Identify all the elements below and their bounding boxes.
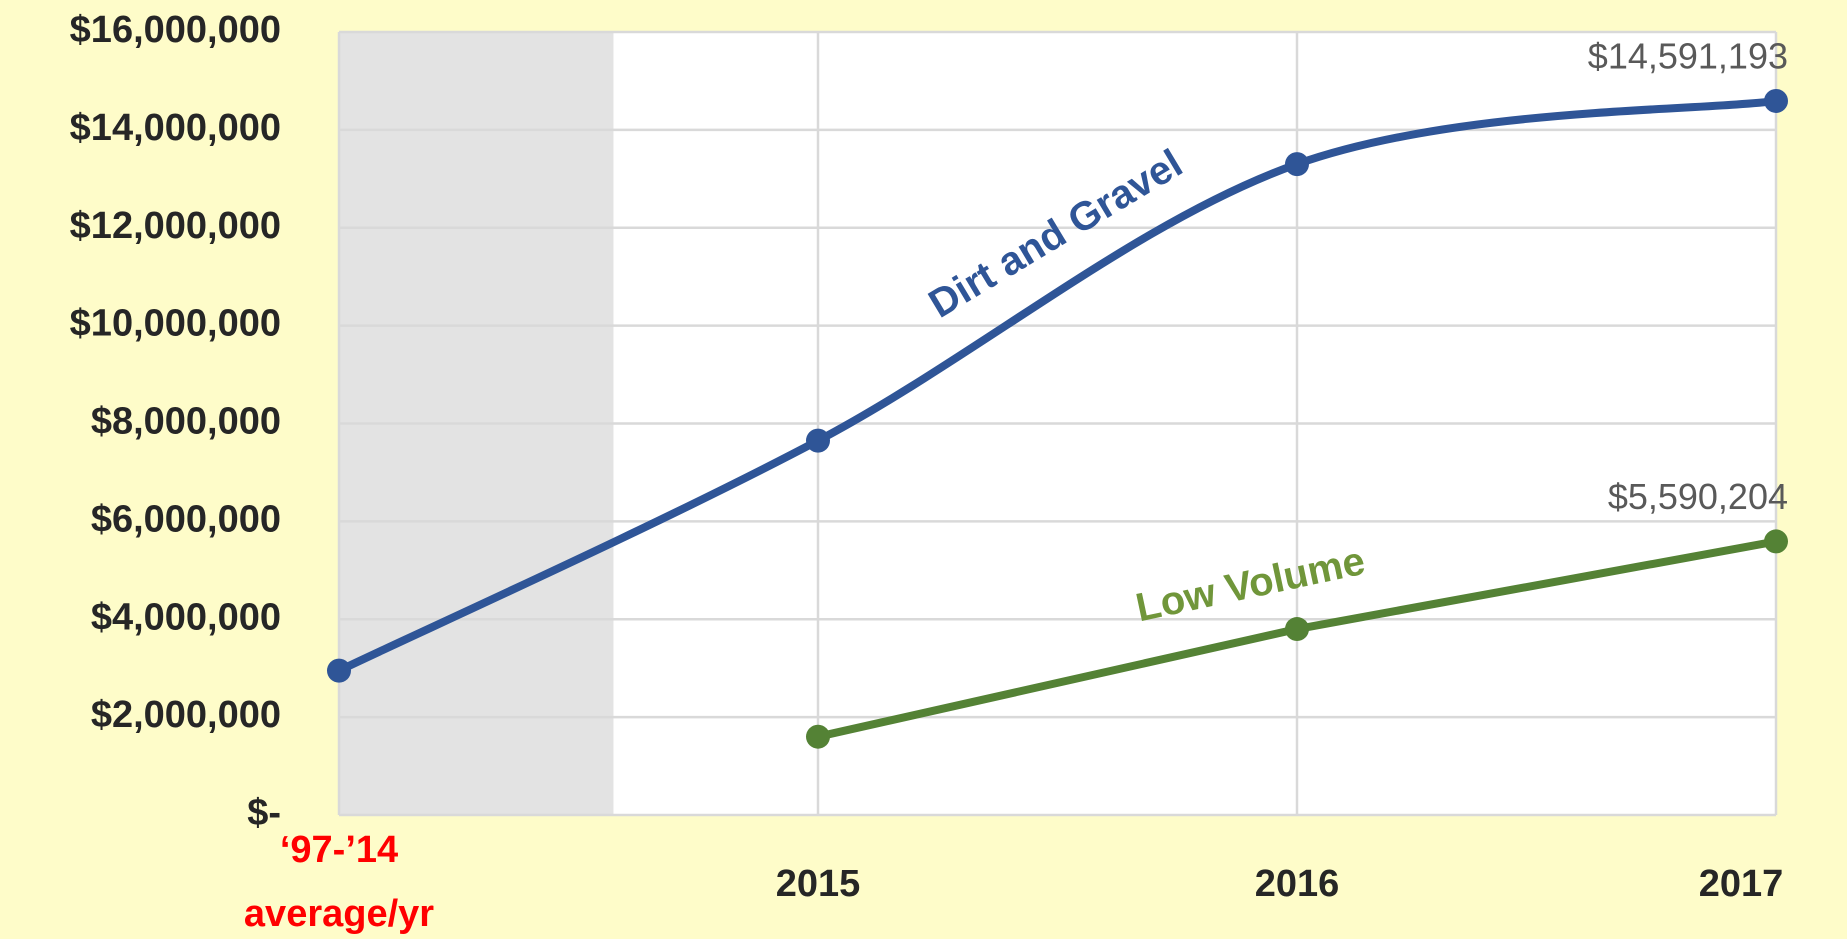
data-point bbox=[806, 428, 830, 453]
y-tick-label: $6,000,000 bbox=[91, 498, 281, 540]
y-tick-label: $12,000,000 bbox=[70, 205, 281, 247]
series-line bbox=[335, 96, 1780, 675]
y-tick-label: $8,000,000 bbox=[91, 401, 281, 443]
data-point bbox=[1764, 529, 1788, 554]
y-tick-label: $16,000,000 bbox=[70, 9, 281, 51]
y-tick-label: $4,000,000 bbox=[91, 596, 281, 638]
x-tick-label: 2016 bbox=[1254, 863, 1340, 905]
y-tick-label: $14,000,000 bbox=[70, 107, 281, 149]
x-tick-label: 2015 bbox=[775, 863, 861, 905]
data-label: $5,590,204 bbox=[1608, 476, 1788, 517]
x-tick-label: ‘97-’14 average/yr bbox=[243, 829, 435, 935]
y-tick-label: $2,000,000 bbox=[91, 694, 281, 736]
data-point bbox=[1285, 617, 1309, 642]
data-point bbox=[327, 658, 351, 683]
data-point bbox=[1764, 88, 1788, 113]
y-tick-label: $10,000,000 bbox=[70, 303, 281, 345]
data-label: $14,591,193 bbox=[1588, 35, 1788, 76]
x-tick-label: 2017 bbox=[1698, 863, 1784, 905]
data-point bbox=[1285, 152, 1309, 177]
y-tick-label: $- bbox=[247, 792, 281, 834]
data-point bbox=[806, 724, 830, 749]
